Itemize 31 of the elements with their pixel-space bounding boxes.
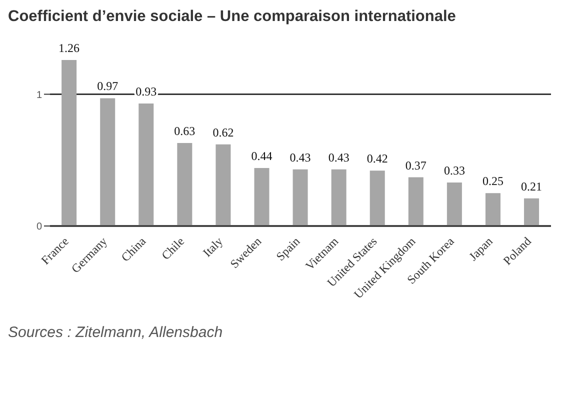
bar (446, 182, 462, 226)
bar (370, 170, 385, 226)
bar (254, 168, 270, 226)
chart-title: Coefficient d’envie sociale – Une comparaison internationale (8, 8, 457, 26)
bar (524, 198, 540, 226)
bar (138, 103, 154, 226)
data-label: 0.37 (405, 158, 426, 172)
y-tick-label: 1 (36, 90, 42, 101)
data-label: 0.21 (521, 179, 542, 194)
source-note: Sources : Zitelmann, Allensbach (8, 324, 224, 341)
bar (177, 143, 192, 226)
bar (62, 60, 77, 226)
bar (216, 144, 231, 226)
bar (100, 98, 116, 226)
bar (408, 177, 424, 226)
x-tick-label: Italy (200, 234, 226, 260)
bar (331, 169, 346, 226)
bar (485, 193, 500, 226)
x-tick-label: Chile (158, 234, 188, 263)
y-tick-label: 0 (36, 222, 42, 233)
bar (292, 169, 308, 226)
data-label: 0.43 (290, 150, 311, 164)
data-label: 0.62 (212, 125, 234, 140)
data-label: 0.43 (328, 150, 350, 164)
data-label: 0.42 (366, 152, 388, 166)
data-label: 0.25 (482, 174, 504, 188)
data-label: 0.63 (174, 124, 196, 138)
data-label: 0.33 (444, 164, 465, 178)
data-label: 0.97 (97, 79, 118, 94)
data-label: 0.44 (251, 149, 272, 164)
data-label: 1.26 (58, 41, 80, 55)
